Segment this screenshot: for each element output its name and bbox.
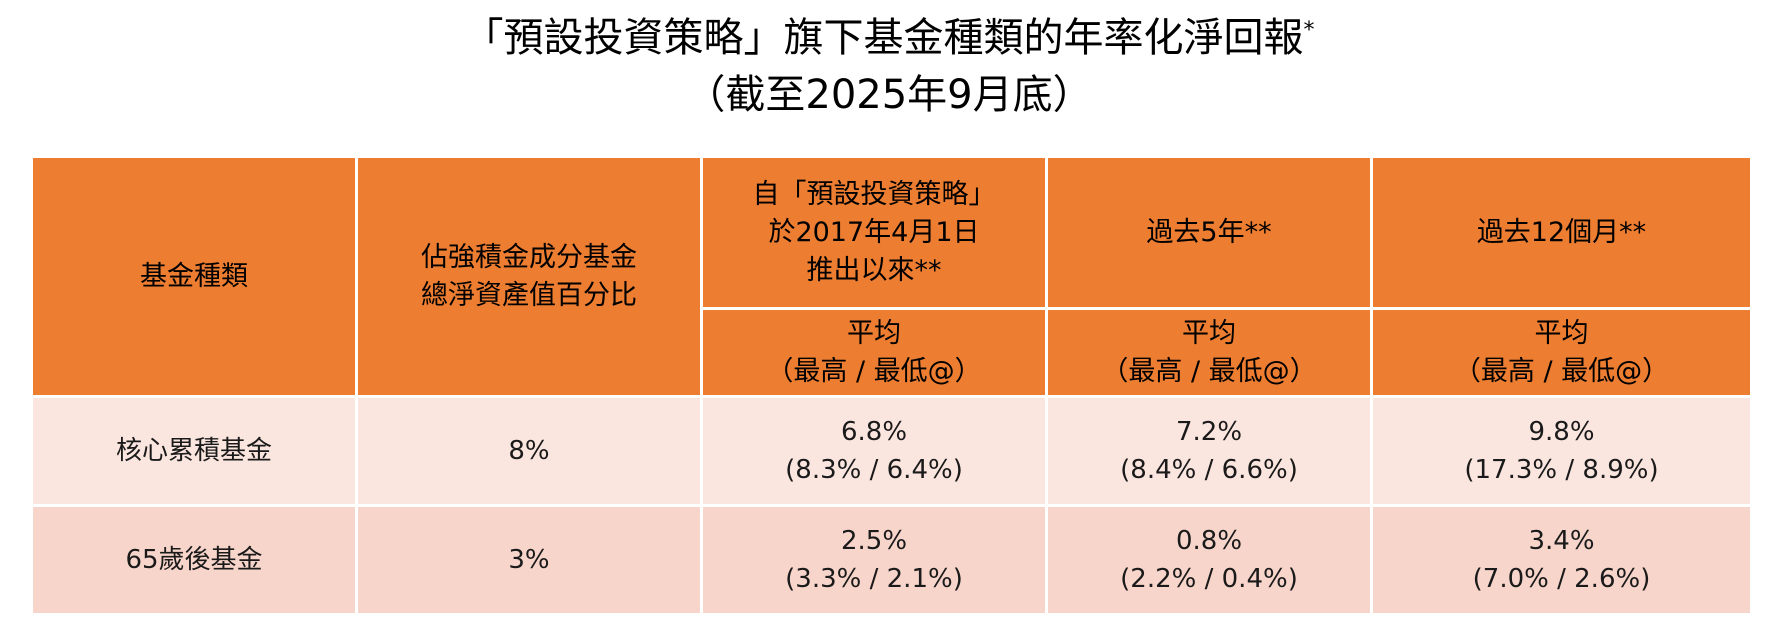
header-since-launch-line-3: 推出以來** [806,254,942,286]
header-percentage-line-1: 佔強積金成分基金 [421,241,637,273]
cell-percentage: 8% [355,395,703,507]
cell-percentage: 3% [355,504,703,616]
subheader-since-launch: 平均 （最高 / 最低@） [700,307,1048,398]
cell-average: 7.2% [1175,417,1243,447]
cell-fund-name: 核心累積基金 [30,395,358,507]
cell-range: (7.0% / 2.6%) [1472,564,1651,594]
cell-since-launch: 2.5% (3.3% / 2.1%) [700,504,1048,616]
returns-table: 基金種類 佔強積金成分基金 總淨資產值百分比 自「預設投資策略」 於2017年4… [30,155,1753,616]
header-fund-type: 基金種類 [30,155,358,398]
header-past-12-months: 過去12個月** [1370,155,1753,310]
subheader-average: 平均 [847,317,901,349]
title-footnote-mark: * [1303,18,1315,43]
subheader-range: （最高 / 最低@） [1453,355,1670,387]
header-since-launch-line-2: 於2017年4月1日 [768,216,980,248]
cell-average: 3.4% [1528,526,1595,556]
header-past-5-years: 過去5年** [1045,155,1373,310]
cell-average: 0.8% [1175,526,1243,556]
cell-average: 2.5% [840,526,908,556]
subheader-past-12-months: 平均 （最高 / 最低@） [1370,307,1753,398]
cell-fund-name: 65歲後基金 [30,504,358,616]
table-row: 65歲後基金 3% 2.5% (3.3% / 2.1%) 0.8% (2.2% … [30,504,1753,616]
table-header-row: 基金種類 佔強積金成分基金 總淨資產值百分比 自「預設投資策略」 於2017年4… [30,155,1753,398]
cell-range: (17.3% / 8.9%) [1464,455,1659,485]
cell-past-5-years: 7.2% (8.4% / 6.6%) [1045,395,1373,507]
cell-range: (8.3% / 6.4%) [785,455,963,485]
cell-since-launch: 6.8% (8.3% / 6.4%) [700,395,1048,507]
page-title: 「預設投資策略」旗下基金種類的年率化淨回報* [0,14,1778,62]
cell-range: (8.4% / 6.6%) [1120,455,1298,485]
page-subtitle: （截至2025年9月底） [685,72,1093,118]
cell-range: (3.3% / 2.1%) [785,564,963,594]
header-percentage: 佔強積金成分基金 總淨資產值百分比 [355,155,703,398]
subheader-average: 平均 [1182,317,1236,349]
subheader-range: （最高 / 最低@） [766,355,982,387]
subheader-average: 平均 [1534,317,1589,349]
page-title-text: 「預設投資策略」旗下基金種類的年率化淨回報 [463,15,1304,61]
cell-past-5-years: 0.8% (2.2% / 0.4%) [1045,504,1373,616]
cell-range: (2.2% / 0.4%) [1120,564,1298,594]
subheader-past-5-years: 平均 （最高 / 最低@） [1045,307,1373,398]
cell-past-12-months: 3.4% (7.0% / 2.6%) [1370,504,1753,616]
cell-average: 6.8% [840,417,908,447]
header-percentage-line-2: 總淨資產值百分比 [421,279,637,311]
table-row: 核心累積基金 8% 6.8% (8.3% / 6.4%) 7.2% (8.4% … [30,395,1753,507]
cell-average: 9.8% [1528,417,1595,447]
cell-past-12-months: 9.8% (17.3% / 8.9%) [1370,395,1753,507]
table-subheader-row: 平均 （最高 / 最低@） 平均 （最高 / 最低@） 平均 （最高 / 最低@… [32,307,1753,398]
subheader-range: （最高 / 最低@） [1101,355,1317,387]
header-since-launch: 自「預設投資策略」 於2017年4月1日 推出以來** [700,155,1048,310]
header-since-launch-line-1: 自「預設投資策略」 [752,178,996,210]
